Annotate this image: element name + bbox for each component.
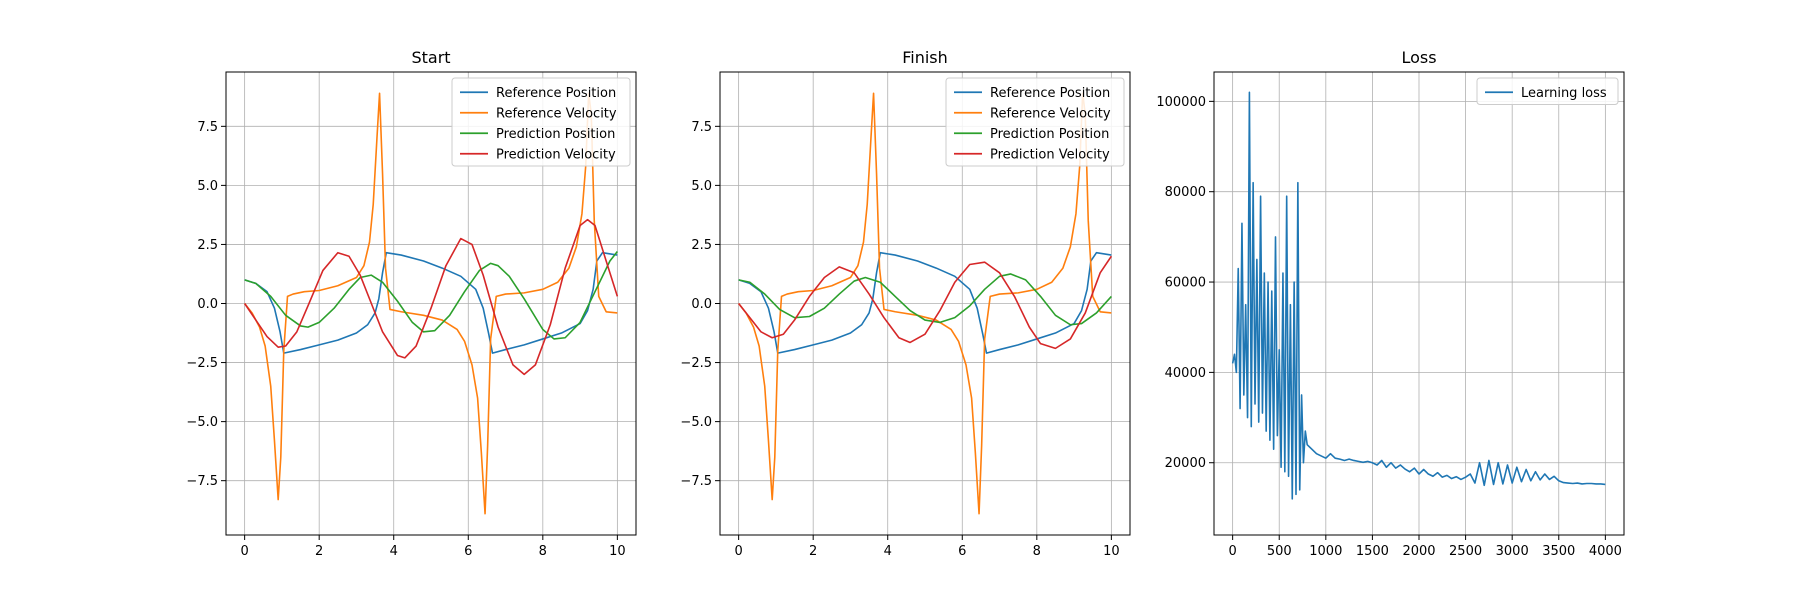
grid — [720, 72, 1130, 535]
y-tick-label: 80000 — [1165, 185, 1206, 200]
y-tick-label: 0.0 — [691, 297, 712, 312]
series-group — [243, 92, 619, 515]
legend-box — [945, 77, 1125, 167]
x-tick-label: 4 — [390, 544, 398, 559]
y-tick-label: −7.5 — [680, 474, 712, 489]
x-tick-label: 4000 — [1589, 544, 1622, 559]
chart-finish: Finish 0 2 4 6 8 10 −7.5 −5.0 −2.5 0.0 2.5 5.0 7.5 Re… — [680, 48, 1131, 559]
y-tick-label: −2.5 — [680, 356, 712, 371]
x-tick-label: 500 — [1267, 544, 1292, 559]
chart-title: Loss — [1401, 48, 1436, 67]
x-tick-label: 0 — [734, 544, 742, 559]
chart-title: Start — [411, 48, 450, 67]
legend: Reference Position Reference Velocity Pred… — [451, 77, 631, 167]
x-tick-label: 4 — [884, 544, 892, 559]
grid — [1214, 72, 1624, 535]
y-tick-label: −7.5 — [186, 474, 218, 489]
chart-title: Finish — [902, 48, 948, 67]
legend-label: Reference Velocity — [990, 106, 1111, 121]
y-tick-label: 100000 — [1156, 95, 1206, 110]
y-tick-label: 7.5 — [691, 120, 712, 135]
y-tick-label: −5.0 — [186, 415, 218, 430]
legend-label: Prediction Velocity — [496, 147, 616, 162]
y-tick-label: 60000 — [1165, 276, 1206, 291]
x-tick-label: 8 — [539, 544, 547, 559]
legend-box — [451, 77, 631, 167]
y-tick-label: 7.5 — [197, 120, 218, 135]
x-tick-label: 6 — [464, 544, 472, 559]
y-tick-label: 2.5 — [197, 238, 218, 253]
y-tick-label: 20000 — [1165, 456, 1206, 471]
legend-label: Reference Position — [990, 86, 1110, 101]
x-tick-label: 0 — [1228, 544, 1236, 559]
y-tick-label: 2.5 — [691, 238, 712, 253]
y-tick-label: 0.0 — [197, 297, 218, 312]
series-line — [1231, 91, 1606, 500]
legend-label: Prediction Position — [990, 127, 1109, 142]
x-tick-label: 3000 — [1496, 544, 1529, 559]
y-tick-label: −2.5 — [186, 356, 218, 371]
series-line — [243, 218, 619, 376]
x-tick-label: 2500 — [1449, 544, 1482, 559]
x-tick-label: 2000 — [1402, 544, 1435, 559]
series-line — [738, 255, 1113, 350]
legend-box — [1476, 77, 1619, 105]
x-tick-label: 1000 — [1309, 544, 1342, 559]
legend: Reference Position Reference Velocity Pred… — [945, 77, 1125, 167]
legend: Learning loss — [1476, 77, 1619, 105]
legend-label: Prediction Velocity — [990, 147, 1110, 162]
x-tick-label: 2 — [809, 544, 817, 559]
series-line — [738, 273, 1112, 326]
chart-start: Start 0 2 4 6 8 10 −7.5 −5.0 −2.5 0.0 2.5 5.0 7.5 Ref… — [186, 48, 637, 559]
legend-label: Prediction Position — [496, 127, 615, 142]
y-tick-label: 40000 — [1165, 366, 1206, 381]
x-tick-label: 1500 — [1356, 544, 1389, 559]
x-tick-label: 6 — [958, 544, 966, 559]
x-tick-label: 10 — [609, 544, 626, 559]
chart-loss: Loss 0 500 1000 1500 2000 2500 3000 3500 4000 200… — [1156, 48, 1625, 559]
legend-label: Reference Position — [496, 86, 616, 101]
y-tick-label: 5.0 — [197, 179, 218, 194]
legend-label: Reference Velocity — [496, 106, 617, 121]
x-tick-label: 8 — [1033, 544, 1041, 559]
series-line — [244, 251, 618, 340]
y-tick-label: −5.0 — [680, 415, 712, 430]
legend-label: Learning loss — [1521, 86, 1607, 101]
y-tick-label: 5.0 — [691, 179, 712, 194]
x-tick-label: 3500 — [1542, 544, 1575, 559]
x-tick-label: 10 — [1103, 544, 1120, 559]
series-line — [738, 251, 1112, 354]
series-line — [244, 251, 618, 354]
series-group — [738, 92, 1113, 515]
series-line — [244, 92, 618, 515]
x-tick-label: 2 — [315, 544, 323, 559]
series-group — [1231, 91, 1606, 500]
x-tick-label: 0 — [240, 544, 248, 559]
